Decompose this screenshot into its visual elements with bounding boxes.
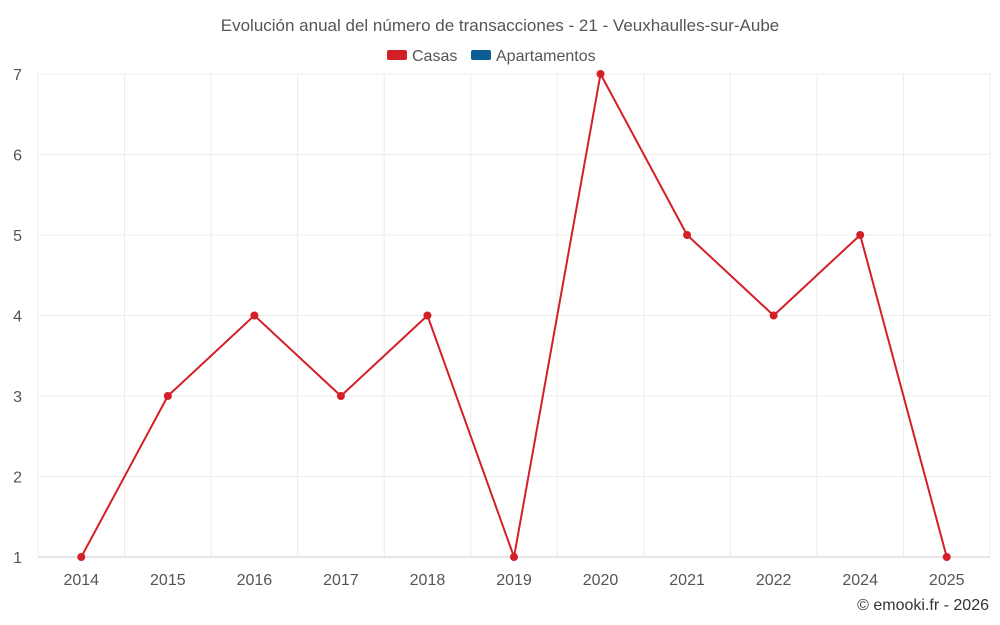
axes: 1 2 3 4 5 6 7 2014 2015 2016 2017 2018 2019 2020 2021 2… [13, 67, 965, 589]
legend-item-apartamentos[interactable]: Apartamentos [471, 48, 596, 65]
data-point[interactable] [77, 553, 86, 561]
data-point[interactable] [683, 231, 692, 239]
data-point[interactable] [336, 392, 345, 400]
legend-swatch-apartamentos [471, 50, 491, 60]
y-tick-label: 2 [13, 470, 22, 487]
legend-label-apartamentos: Apartamentos [496, 48, 596, 65]
x-tick-label: 2022 [756, 572, 792, 589]
grid [37, 73, 991, 558]
y-tick-label: 1 [13, 550, 22, 567]
x-tick-label: 2024 [842, 572, 878, 589]
data-point[interactable] [942, 553, 951, 561]
y-tick-label: 5 [13, 228, 22, 245]
data-point[interactable] [856, 231, 865, 239]
data-point[interactable] [510, 553, 518, 561]
series [77, 70, 951, 561]
data-point[interactable] [163, 392, 172, 400]
x-tick-label: 2017 [323, 572, 359, 589]
y-tick-label: 6 [13, 148, 22, 165]
legend-label-casas: Casas [412, 48, 457, 65]
credit-text: © emooki.fr - 2026 [857, 597, 989, 614]
x-tick-label: 2014 [63, 572, 99, 589]
x-tick-label: 2021 [669, 572, 705, 589]
y-tick-label: 3 [13, 389, 22, 406]
y-tick-label: 4 [13, 309, 22, 326]
legend: Casas Apartamentos [387, 48, 596, 65]
data-point[interactable] [250, 311, 259, 320]
data-point[interactable] [596, 70, 605, 78]
x-tick-label: 2016 [237, 572, 273, 589]
x-tick-label: 2018 [410, 572, 446, 589]
x-tick-label: 2015 [150, 572, 186, 589]
data-point[interactable] [423, 311, 432, 320]
x-tick-label: 2019 [496, 572, 532, 589]
x-tick-label: 2025 [929, 572, 965, 589]
x-tick-label: 2020 [583, 572, 619, 589]
legend-item-casas[interactable]: Casas [387, 48, 457, 65]
y-tick-label: 7 [13, 67, 22, 84]
legend-swatch-casas [387, 50, 407, 60]
data-point[interactable] [769, 311, 778, 320]
chart-title: Evolución anual del número de transaccio… [221, 16, 780, 35]
